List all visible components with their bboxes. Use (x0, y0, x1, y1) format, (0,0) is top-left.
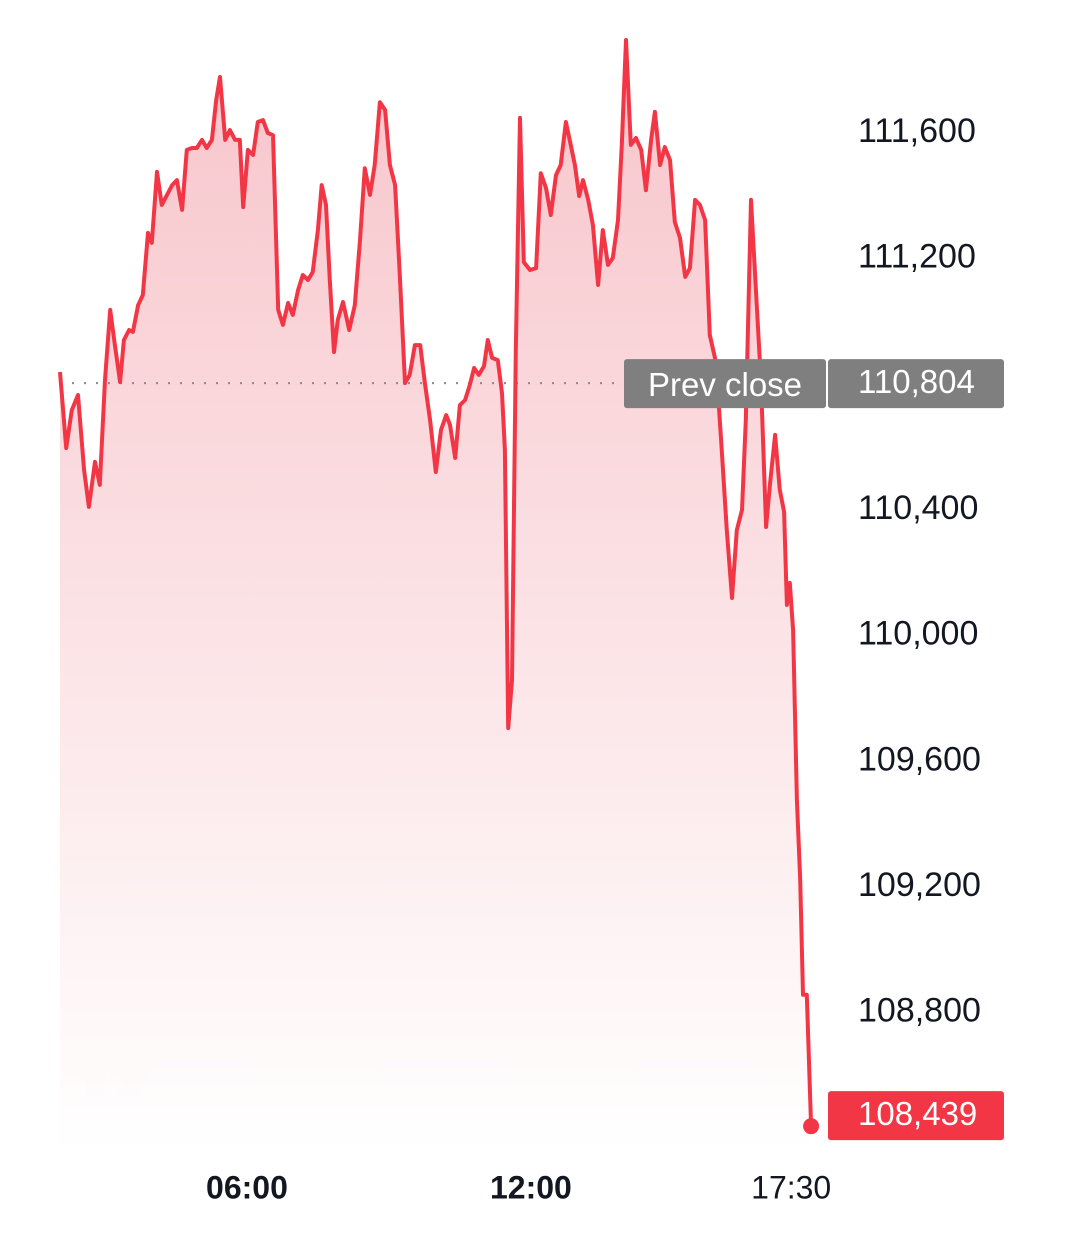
area-fill (60, 40, 812, 1151)
last-value-label: 108,439 (858, 1095, 977, 1132)
y-tick-label: 110,000 (858, 615, 978, 653)
y-tick-label: 111,600 (858, 112, 976, 150)
prev-close-text: Prev close (648, 366, 802, 403)
y-tick-label: 111,200 (858, 238, 976, 276)
y-tick-label: 110,400 (858, 489, 978, 527)
last-point (803, 1118, 820, 1135)
y-tick-label: 108,800 (858, 992, 981, 1030)
x-tick-label: 12:00 (490, 1169, 572, 1205)
prev-close-value: 110,804 (858, 363, 975, 400)
last-value-box (828, 1091, 1004, 1141)
x-tick-label: 06:00 (206, 1169, 288, 1205)
y-tick-label: 109,600 (858, 740, 981, 778)
x-tick-label: 17:30 (751, 1169, 831, 1205)
y-tick-label: 109,200 (858, 866, 981, 904)
prev-close-value-box (828, 359, 1004, 409)
price-line (58, 38, 814, 1127)
prev-close-box (624, 359, 826, 409)
